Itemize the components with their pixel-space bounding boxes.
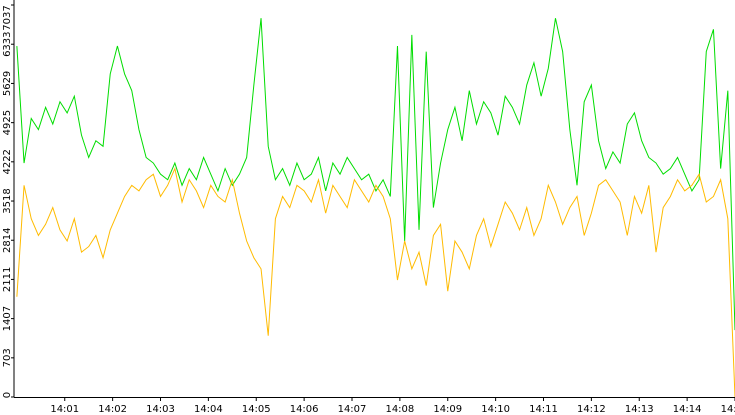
- x-tick-label: 14:03: [146, 404, 175, 415]
- series-line: [16, 166, 735, 398]
- x-tick-label: 14:06: [290, 404, 319, 415]
- y-tick-label: 7037: [2, 5, 13, 30]
- y-tick-label: 4925: [2, 110, 13, 135]
- y-tick-label: 2814: [2, 228, 13, 253]
- y-tick-label: 5629: [2, 71, 13, 96]
- x-tick-label: 14:02: [98, 404, 127, 415]
- x-tick-label: 14:10: [481, 404, 510, 415]
- y-tick-label: 703: [2, 348, 13, 367]
- x-tick-label: 14:14: [673, 404, 702, 415]
- y-tick-label: 2111: [2, 267, 13, 292]
- y-tick-label: 0: [2, 392, 13, 398]
- x-tick-label: 14:09: [433, 404, 462, 415]
- x-tick-label: 14:04: [194, 404, 223, 415]
- x-tick-label: 14:12: [577, 404, 606, 415]
- x-tick-label: 14:05: [242, 404, 271, 415]
- y-tick-label: 3518: [2, 188, 13, 213]
- x-tick-label: 14:15: [721, 404, 735, 415]
- y-tick-label: 6333: [2, 31, 13, 56]
- x-tick-label: 14:07: [338, 404, 367, 415]
- y-tick-label: 4222: [2, 149, 13, 174]
- x-tick-label: 14:11: [529, 404, 558, 415]
- series-line: [16, 18, 735, 331]
- x-tick-label: 14:08: [385, 404, 414, 415]
- x-tick-label: 14:13: [625, 404, 654, 415]
- y-tick-label: 1407: [2, 306, 13, 331]
- x-tick-label: 14:01: [50, 404, 79, 415]
